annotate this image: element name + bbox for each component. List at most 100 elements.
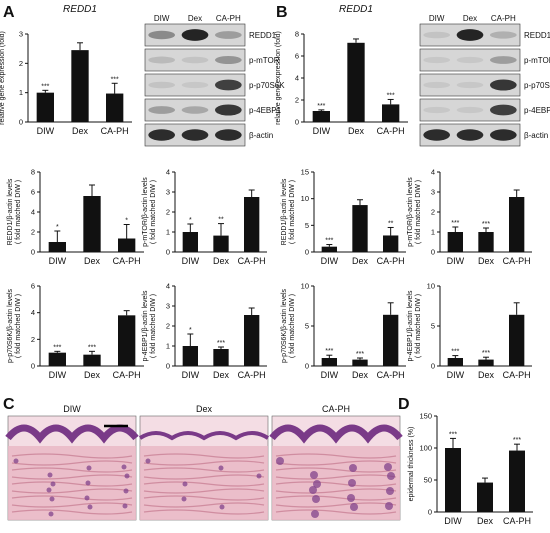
chart-B-redd1: 0 5 10 15 REDD1/β-actin levels( fold matched… <box>281 168 406 266</box>
blot-strip <box>144 98 246 122</box>
chart-B-gene: 0 2 4 6 8 REDD1 relative gene expression (fold… <box>275 4 408 136</box>
y-tick-label: 5 <box>305 322 309 331</box>
bar-dex <box>213 349 229 366</box>
y-axis-label-line: ( fold matched DIW ) <box>415 294 422 358</box>
bar-dex <box>477 482 493 512</box>
y-tick-label: 1 <box>166 342 170 351</box>
blot-protein-label: p-4EBP1 <box>249 106 282 115</box>
category-label: DIW <box>313 126 331 136</box>
blot-band <box>215 104 242 116</box>
collagen-fiber <box>143 495 265 501</box>
blot-band <box>456 56 484 64</box>
category-label: Dex <box>478 370 495 380</box>
significance-mark: *** <box>325 348 333 355</box>
panel-letter-b: B <box>276 4 288 21</box>
significance-mark: * <box>125 218 128 225</box>
bar-diw <box>447 232 463 252</box>
y-tick-label: 0 <box>31 248 35 257</box>
bar-diw <box>445 448 461 512</box>
chart-A-4ebp1: 0 1 2 3 4 p-4EBP1/β-actin levels( fold matche… <box>142 282 267 380</box>
bar-dex <box>478 232 494 252</box>
blot-band <box>490 129 517 141</box>
blot-band <box>181 29 209 41</box>
cell-cluster <box>84 495 90 501</box>
significance-mark: *** <box>53 344 61 351</box>
significance-mark: *** <box>88 344 96 351</box>
blot-lane-label: DIW <box>154 14 170 23</box>
collagen-fiber <box>143 502 265 508</box>
blot-band <box>456 29 484 41</box>
cell-cluster <box>218 465 224 471</box>
blot-band <box>456 81 484 89</box>
y-tick-label: 0 <box>31 362 35 371</box>
collagen-fiber <box>11 467 133 473</box>
y-axis-label: p-4EBP1/β-actin levels( fold matched DIW… <box>142 290 157 361</box>
blot-band <box>490 79 517 91</box>
y-axis-label-line: p-p70S6K/β-actin levels <box>281 288 288 363</box>
blot-band <box>181 106 209 114</box>
blot-band <box>423 129 450 141</box>
cell-cluster <box>121 464 127 470</box>
category-label: DIW <box>321 256 339 266</box>
y-axis-label: p-p70S6K/β-actin levels( fold matched DI… <box>7 288 22 363</box>
bar-diw <box>312 111 330 122</box>
y-tick-label: 2 <box>166 208 170 217</box>
blot-protein-label: p-mTOR <box>249 56 280 65</box>
cell-cluster <box>182 481 188 487</box>
bar-diw <box>182 346 198 366</box>
collagen-fiber <box>11 488 133 494</box>
cell-cluster <box>122 503 128 509</box>
y-tick-label: 8 <box>295 30 299 39</box>
significance-mark: *** <box>217 340 225 347</box>
y-axis-label-line: ( fold matched DIW ) <box>150 294 157 358</box>
y-tick-label: 6 <box>31 188 35 197</box>
category-label: DIW <box>37 126 55 136</box>
bar-ca-ph <box>382 104 400 122</box>
cell-cluster <box>48 511 54 517</box>
cell-cluster <box>86 465 92 471</box>
y-tick-label: 2 <box>295 96 299 105</box>
y-tick-label: 0 <box>166 362 170 371</box>
panel-letter-a: A <box>3 4 15 21</box>
panel-letter-d: D <box>398 396 410 413</box>
chart-A-gene: 0 1 2 3 REDD1 relative gene expression (fold)… <box>0 4 132 136</box>
category-label: Dex <box>477 516 494 526</box>
y-axis-label-line: ( fold matched DIW ) <box>289 180 296 244</box>
blot-protein-label: p-p70S6K <box>524 81 550 90</box>
y-tick-label: 4 <box>31 208 35 217</box>
collagen-fiber <box>275 467 397 473</box>
category-label: CA-PH <box>113 370 141 380</box>
category-label: Dex <box>352 256 369 266</box>
collagen-fiber <box>143 488 265 494</box>
micrograph-diw: DIW <box>5 404 139 521</box>
collagen-fiber <box>143 467 265 473</box>
epidermis-layer <box>5 424 139 444</box>
cell-cluster <box>256 473 262 479</box>
bar-diw <box>321 246 337 252</box>
blot-band <box>215 79 242 91</box>
y-tick-label: 10 <box>301 194 309 203</box>
cell-cluster <box>46 487 52 493</box>
cell-cluster <box>13 458 19 464</box>
blot-band <box>215 31 242 39</box>
significance-mark: *** <box>451 220 459 227</box>
y-tick-label: 5 <box>305 221 309 230</box>
category-label: CA-PH <box>503 256 531 266</box>
y-axis-label: REDD1/β-actin levels( fold matched DIW ) <box>7 178 22 245</box>
collagen-fiber <box>11 481 133 487</box>
cell-cluster <box>312 495 320 503</box>
category-label: DIW <box>444 516 462 526</box>
blot-band <box>215 55 242 65</box>
chart-B-mtor: 0 1 2 3 4 p-mTOR/β-actin levels( fold matched… <box>407 168 532 266</box>
y-axis-label-line: REDD1/β-actin levels <box>281 178 288 245</box>
blot-band <box>423 31 450 39</box>
y-tick-label: 3 <box>19 30 23 39</box>
category-label: DIW <box>49 370 67 380</box>
micrograph-label: Dex <box>196 404 213 414</box>
cell-cluster <box>385 502 393 510</box>
category-label: CA-PH <box>377 370 405 380</box>
collagen-fiber <box>143 453 265 459</box>
category-label: CA-PH <box>503 370 531 380</box>
y-tick-label: 3 <box>166 302 170 311</box>
blot-lane-label: CA-PH <box>216 14 241 23</box>
